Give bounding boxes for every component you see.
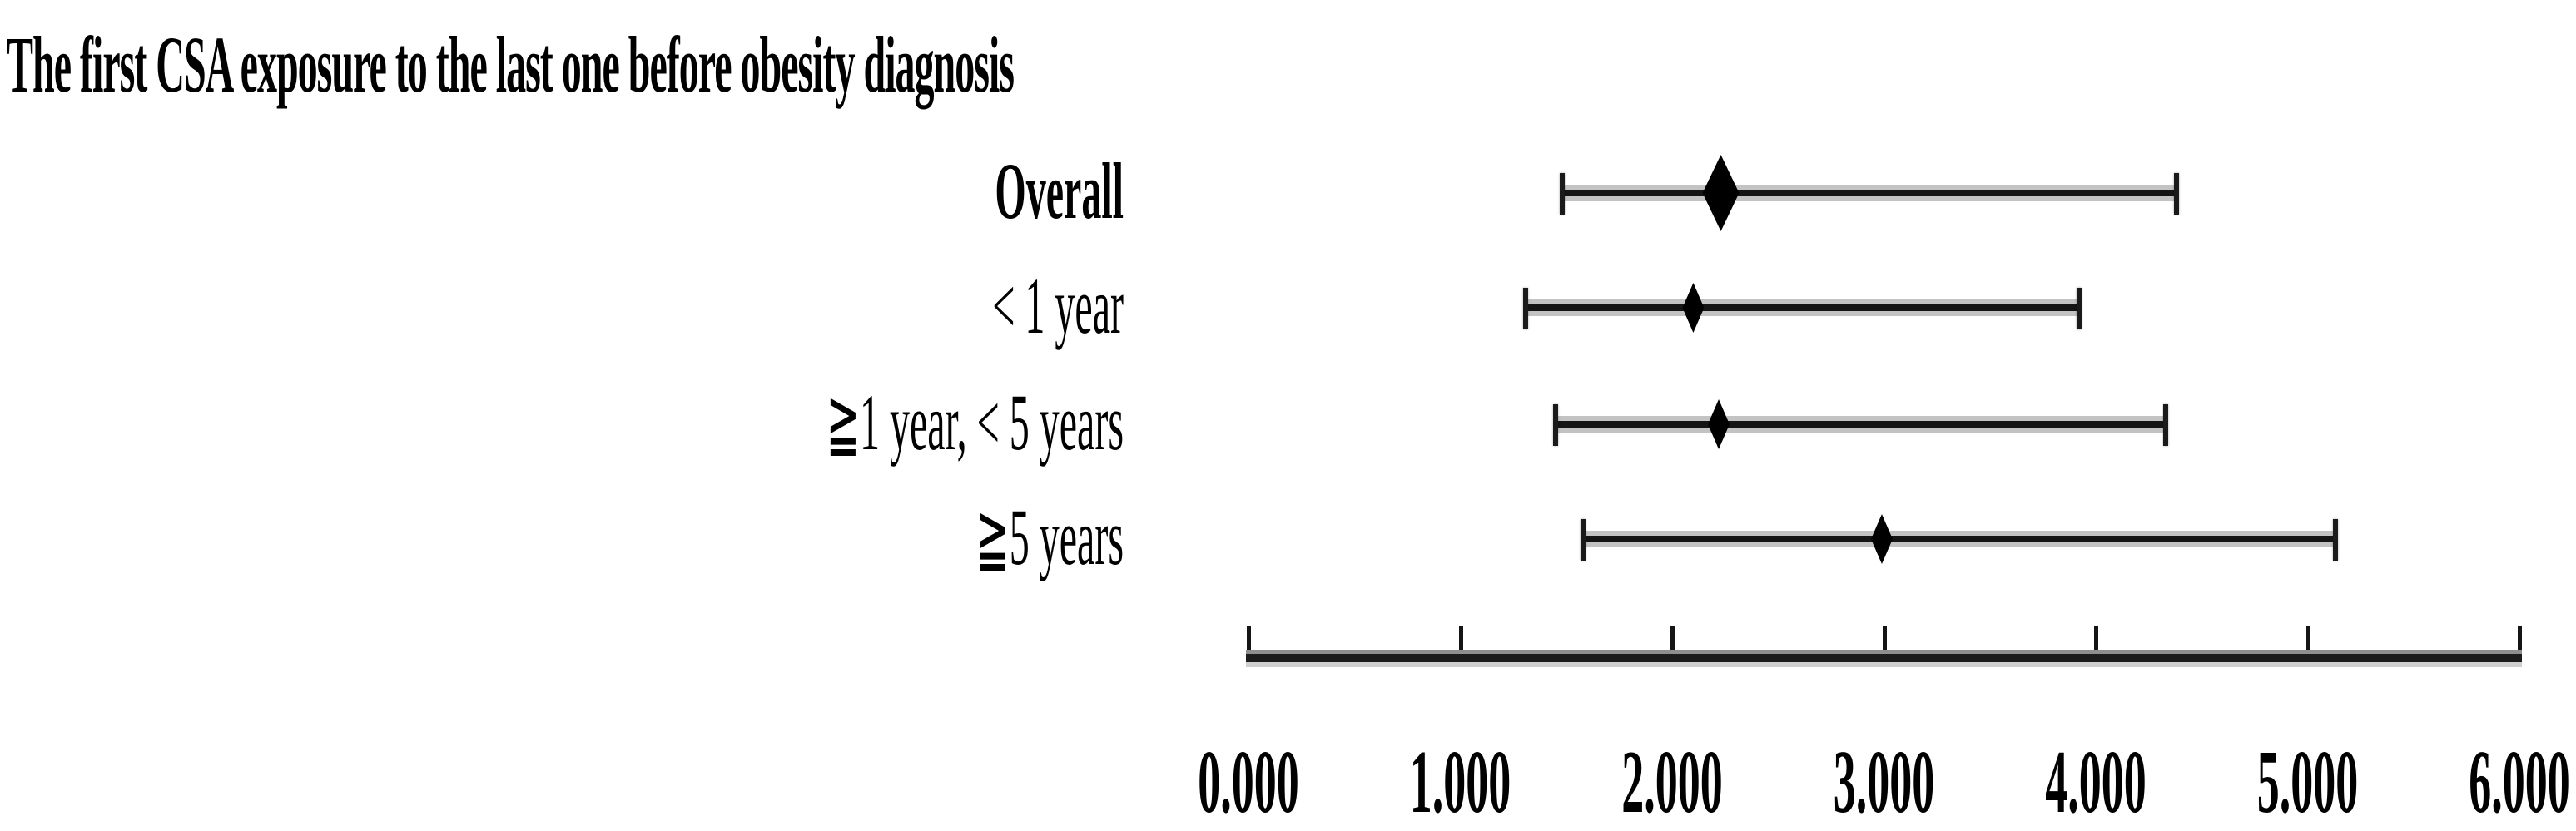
ci-cap-right <box>2076 288 2082 329</box>
x-axis-tick-label: 2.000 <box>1621 732 1723 831</box>
x-axis-tick-label: 5.000 <box>2256 732 2359 831</box>
estimate-diamond <box>1682 283 1705 333</box>
estimate-diamond <box>1707 399 1730 449</box>
x-axis-tick-label: 1.000 <box>1409 732 1511 831</box>
x-axis-tick <box>2094 626 2098 650</box>
x-axis-tick <box>2305 626 2310 650</box>
row-label: ≧5 years <box>975 494 1124 582</box>
ci-cap-right <box>2173 173 2179 215</box>
x-axis-tick-label: 6.000 <box>2469 732 2570 831</box>
ci-cap-right <box>2162 404 2168 446</box>
ci-cap-left <box>1523 288 1529 329</box>
ci-cap-left <box>1553 404 1559 446</box>
x-axis-line <box>1246 650 2522 667</box>
ci-line <box>1583 531 2335 547</box>
chart-title: The first CSA exposure to the last one b… <box>7 22 1015 110</box>
estimate-diamond <box>1702 155 1740 231</box>
x-axis-tick-label: 3.000 <box>1833 732 1935 831</box>
row-label: Overall <box>995 148 1124 236</box>
x-axis-tick-label: 0.000 <box>1198 732 1299 831</box>
row-label: ≧1 year, < 5 years <box>826 379 1124 467</box>
ci-cap-right <box>2332 519 2338 561</box>
ci-cap-left <box>1581 519 1586 561</box>
x-axis-tick-label: 4.000 <box>2045 732 2147 831</box>
ci-line <box>1526 299 2079 316</box>
x-axis-tick <box>1882 626 1887 650</box>
ci-line <box>1561 185 2176 201</box>
ci-cap-left <box>1559 173 1565 215</box>
row-label: < 1 year <box>992 263 1124 351</box>
x-axis-tick <box>1247 626 1251 650</box>
estimate-diamond <box>1870 514 1893 564</box>
x-axis-tick <box>2518 626 2522 650</box>
ci-line <box>1556 416 2166 433</box>
x-axis-tick <box>1670 626 1675 650</box>
x-axis-tick <box>1458 626 1463 650</box>
